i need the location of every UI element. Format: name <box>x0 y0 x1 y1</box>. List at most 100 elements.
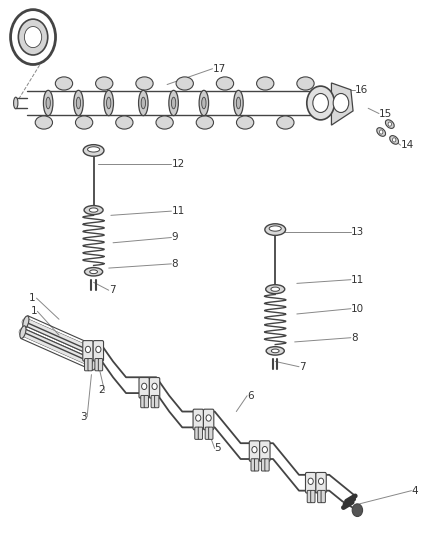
Ellipse shape <box>266 346 284 355</box>
Circle shape <box>313 93 328 112</box>
Ellipse shape <box>83 144 104 156</box>
FancyBboxPatch shape <box>249 441 260 462</box>
Ellipse shape <box>74 90 83 116</box>
FancyBboxPatch shape <box>99 359 102 371</box>
Text: 11: 11 <box>171 206 185 216</box>
FancyBboxPatch shape <box>311 490 315 503</box>
Ellipse shape <box>138 90 148 116</box>
FancyBboxPatch shape <box>149 377 160 398</box>
Circle shape <box>141 383 147 390</box>
Text: 18: 18 <box>13 45 27 55</box>
Ellipse shape <box>196 116 213 129</box>
Ellipse shape <box>20 326 26 338</box>
FancyBboxPatch shape <box>208 427 213 439</box>
FancyBboxPatch shape <box>85 359 89 371</box>
Text: 15: 15 <box>379 109 392 118</box>
FancyBboxPatch shape <box>155 395 159 408</box>
Ellipse shape <box>141 97 145 109</box>
Text: 8: 8 <box>171 259 178 269</box>
Circle shape <box>262 447 268 453</box>
Polygon shape <box>332 83 353 125</box>
Ellipse shape <box>75 116 93 129</box>
FancyBboxPatch shape <box>265 459 269 471</box>
FancyBboxPatch shape <box>151 395 155 408</box>
Circle shape <box>11 10 56 64</box>
Circle shape <box>307 86 335 120</box>
Text: 6: 6 <box>247 391 254 401</box>
Circle shape <box>388 122 392 126</box>
Circle shape <box>85 346 91 353</box>
Text: 11: 11 <box>351 274 364 285</box>
Circle shape <box>206 415 211 421</box>
Ellipse shape <box>106 97 111 109</box>
FancyBboxPatch shape <box>93 341 103 361</box>
Ellipse shape <box>176 77 194 90</box>
Circle shape <box>196 415 201 421</box>
Circle shape <box>18 19 48 55</box>
Ellipse shape <box>46 97 50 109</box>
Ellipse shape <box>266 285 285 294</box>
Ellipse shape <box>171 97 176 109</box>
Text: 9: 9 <box>171 232 178 243</box>
Text: 13: 13 <box>351 227 364 237</box>
Ellipse shape <box>216 77 233 90</box>
Ellipse shape <box>237 116 254 129</box>
Ellipse shape <box>277 116 294 129</box>
FancyBboxPatch shape <box>318 490 322 503</box>
Ellipse shape <box>156 116 173 129</box>
Ellipse shape <box>265 224 286 236</box>
Text: 3: 3 <box>81 412 87 422</box>
Text: 5: 5 <box>215 443 221 454</box>
Circle shape <box>318 478 324 484</box>
Ellipse shape <box>271 349 279 353</box>
Ellipse shape <box>90 270 98 273</box>
Circle shape <box>25 27 42 47</box>
Ellipse shape <box>76 97 81 109</box>
Circle shape <box>96 346 101 353</box>
Ellipse shape <box>91 358 97 370</box>
Ellipse shape <box>89 208 98 212</box>
Ellipse shape <box>234 90 243 116</box>
Circle shape <box>352 504 363 516</box>
Text: 16: 16 <box>355 85 368 95</box>
FancyBboxPatch shape <box>261 459 266 471</box>
Ellipse shape <box>23 316 29 328</box>
FancyBboxPatch shape <box>203 409 214 430</box>
Ellipse shape <box>84 206 103 215</box>
Ellipse shape <box>199 90 208 116</box>
Ellipse shape <box>136 77 153 90</box>
Text: 2: 2 <box>98 385 104 395</box>
Ellipse shape <box>85 268 102 276</box>
FancyBboxPatch shape <box>307 490 311 503</box>
Ellipse shape <box>202 97 206 109</box>
Ellipse shape <box>377 128 385 136</box>
Ellipse shape <box>43 90 53 116</box>
FancyBboxPatch shape <box>321 490 325 503</box>
FancyBboxPatch shape <box>251 459 255 471</box>
Circle shape <box>308 478 313 484</box>
Text: 1: 1 <box>31 306 37 316</box>
Circle shape <box>392 138 396 142</box>
Ellipse shape <box>88 147 100 152</box>
FancyBboxPatch shape <box>88 359 92 371</box>
FancyBboxPatch shape <box>144 395 148 408</box>
Circle shape <box>252 447 257 453</box>
Ellipse shape <box>55 77 73 90</box>
Ellipse shape <box>35 116 53 129</box>
Ellipse shape <box>385 120 394 128</box>
FancyBboxPatch shape <box>139 377 149 398</box>
Ellipse shape <box>94 348 100 360</box>
Ellipse shape <box>257 77 274 90</box>
FancyBboxPatch shape <box>83 341 93 361</box>
Text: 10: 10 <box>351 304 364 314</box>
Text: 17: 17 <box>212 64 226 74</box>
Ellipse shape <box>390 135 399 144</box>
FancyBboxPatch shape <box>198 427 202 439</box>
Text: 4: 4 <box>411 486 418 496</box>
Circle shape <box>333 93 349 112</box>
FancyBboxPatch shape <box>205 427 209 439</box>
FancyBboxPatch shape <box>95 359 99 371</box>
FancyBboxPatch shape <box>316 472 326 493</box>
Circle shape <box>379 130 383 134</box>
Ellipse shape <box>269 226 281 231</box>
